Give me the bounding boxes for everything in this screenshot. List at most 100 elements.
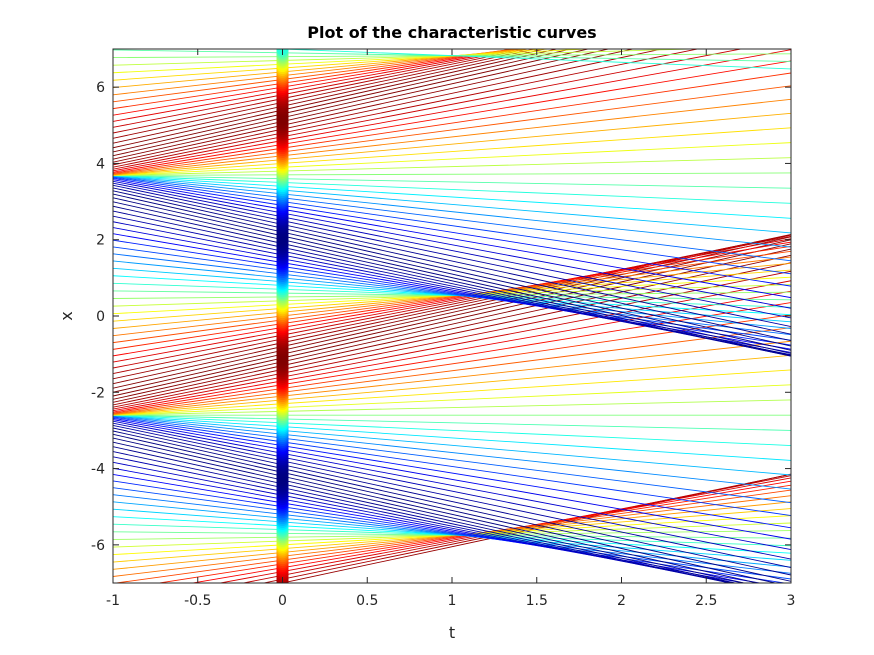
y-axis-label: x <box>57 311 76 320</box>
characteristic-curve <box>217 477 791 583</box>
characteristic-curve <box>113 49 791 172</box>
characteristic-curve <box>113 415 791 490</box>
chart-title: Plot of the characteristic curves <box>307 23 596 42</box>
characteristic-curve <box>113 239 791 393</box>
characteristic-curve <box>113 175 791 204</box>
characteristic-curve <box>113 494 791 574</box>
characteristic-curve <box>113 424 791 569</box>
characteristic-curve <box>113 172 791 176</box>
characteristic-curve <box>113 177 791 275</box>
characteristic-curve <box>271 49 791 70</box>
characteristic-curve <box>113 245 791 350</box>
x-tick-label: 2 <box>617 593 626 609</box>
characteristic-curve <box>113 415 791 476</box>
y-tick-label: -6 <box>91 538 105 554</box>
characteristic-curve <box>113 49 611 160</box>
characteristic-curve <box>113 210 791 357</box>
characteristic-curve <box>113 49 517 116</box>
characteristic-curve <box>113 233 791 350</box>
characteristic-curve <box>113 327 791 415</box>
characteristic-curve <box>113 49 547 144</box>
characteristic-curve <box>113 175 791 189</box>
characteristic-curve <box>113 417 791 529</box>
characteristic-curve <box>190 480 791 583</box>
characteristic-curve <box>113 422 791 560</box>
characteristic-curve <box>113 427 791 576</box>
characteristic-curve <box>113 49 574 153</box>
characteristic-curve <box>113 197 791 351</box>
characteristic-curve <box>113 433 778 583</box>
x-tick-label: 2.5 <box>695 593 717 609</box>
characteristic-curve <box>113 243 791 397</box>
y-tick-label: 4 <box>96 156 105 172</box>
characteristic-curve <box>113 182 791 319</box>
characteristic-curve <box>113 49 700 168</box>
characteristic-curve <box>113 49 591 157</box>
x-tick-label: 1.5 <box>526 593 548 609</box>
characteristic-curve <box>113 340 791 415</box>
characteristic-curve <box>113 205 791 356</box>
characteristic-curve <box>113 49 523 128</box>
characteristic-curve <box>113 239 791 346</box>
characteristic-curve <box>113 49 635 163</box>
x-axis-label: t <box>449 623 455 642</box>
characteristic-curve <box>113 157 791 176</box>
characteristic-curve <box>113 175 791 248</box>
characteristic-curve <box>113 85 791 175</box>
characteristic-curve <box>113 414 791 431</box>
characteristic-curve <box>113 384 791 416</box>
characteristic-curve <box>113 49 559 149</box>
characteristic-curves <box>113 49 791 583</box>
initial-value-markers <box>276 49 289 583</box>
y-tick-label: -2 <box>91 385 105 401</box>
characteristic-curve <box>113 430 791 582</box>
characteristic-curve <box>113 49 744 170</box>
axes: -1 -0.5 0 0.5 1 1.5 2 2.5 3 -6 -4 -2 0 2 4 6 <box>91 49 795 609</box>
characteristic-curve <box>113 142 791 176</box>
x-tick-label: 3 <box>787 593 796 609</box>
x-tick-label: 0.5 <box>356 593 378 609</box>
characteristic-curve <box>113 72 791 174</box>
characteristic-curve <box>113 420 791 551</box>
characteristic-curve <box>113 98 791 176</box>
characteristic-curve <box>113 234 791 385</box>
characteristic-curve <box>113 399 791 416</box>
x-tick-label: 0 <box>278 593 287 609</box>
characteristic-curve <box>113 49 516 110</box>
characteristic-curve <box>113 260 791 329</box>
characteristic-curve <box>113 354 791 416</box>
y-tick-label: 0 <box>96 309 105 325</box>
characteristic-curve <box>113 175 791 219</box>
characteristic-curve <box>113 193 791 347</box>
characteristic-curve <box>113 241 791 357</box>
characteristic-curve <box>113 290 791 412</box>
characteristic-curve <box>113 474 763 583</box>
characteristic-curve <box>113 235 791 369</box>
y-tick-label: 2 <box>96 233 105 249</box>
characteristic-curve <box>113 49 537 139</box>
characteristic-curve <box>113 314 791 414</box>
characteristic-curve <box>113 49 519 122</box>
y-tick-label: -4 <box>91 462 105 478</box>
characteristic-curve <box>113 416 791 517</box>
characteristic-curve <box>113 176 791 262</box>
characteristic-curve <box>113 437 760 583</box>
characteristic-curve <box>113 178 791 287</box>
characteristic-curve <box>113 236 791 389</box>
characteristic-curve <box>156 484 791 583</box>
characteristic-curve <box>241 475 791 583</box>
characteristic-curve <box>113 60 791 173</box>
characteristic-curve <box>113 49 518 103</box>
characteristic-curve <box>113 215 791 357</box>
characteristic-curve <box>113 419 791 540</box>
y-tick-label: 6 <box>96 80 105 96</box>
characteristic-curve <box>113 49 665 166</box>
characteristic-curve <box>113 201 791 354</box>
characteristic-curve <box>113 416 791 504</box>
characteristic-curve <box>113 467 747 583</box>
characteristic-curve <box>113 489 791 583</box>
characteristic-curve <box>113 184 791 328</box>
characteristic-curve <box>113 441 747 583</box>
characteristic-curve <box>113 487 791 580</box>
characteristic-curve <box>113 262 791 406</box>
